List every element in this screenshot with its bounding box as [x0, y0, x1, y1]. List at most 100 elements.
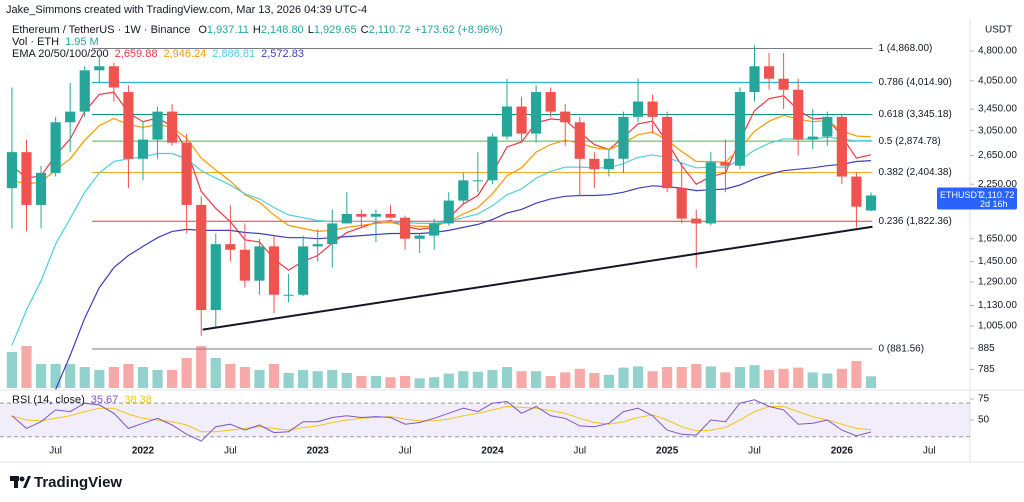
- volume-bar: [574, 368, 585, 388]
- volume-bar: [691, 364, 702, 388]
- volume-bar: [545, 376, 556, 388]
- candle-body: [79, 70, 90, 112]
- ema-line: [55, 160, 872, 390]
- candle-body: [603, 158, 615, 170]
- volume-bar: [822, 373, 833, 388]
- candle-body: [108, 66, 119, 88]
- volume-bar: [268, 364, 280, 388]
- volume-bar: [647, 371, 658, 388]
- volume-bar: [254, 370, 265, 388]
- rsi-ma-line: [11, 405, 872, 433]
- volume-bar: [618, 367, 629, 388]
- candle-body: [370, 213, 382, 217]
- ohlc-value: 1,929.65: [314, 24, 357, 36]
- volume-bar: [210, 358, 221, 388]
- ohlc-key: O: [198, 24, 207, 36]
- volume-bar: [749, 365, 760, 388]
- y-tick-label: 4,050.00: [978, 75, 1017, 86]
- price-tag-price: 2,110.72: [980, 190, 1014, 200]
- candle-body: [487, 136, 498, 181]
- candle-body: [399, 217, 411, 239]
- volume-bar: [836, 368, 847, 388]
- volume-bar: [65, 364, 76, 388]
- volume-bar: [734, 367, 746, 388]
- x-tick-label: Jul: [748, 446, 761, 457]
- ohlc-value: 2,148.80: [261, 24, 304, 36]
- y-tick-label: 1,130.00: [978, 300, 1017, 311]
- volume-bar: [399, 376, 411, 388]
- candle-body: [647, 101, 658, 117]
- x-tick-label: 2026: [831, 446, 854, 457]
- candle-body: [94, 66, 105, 71]
- candle-body: [545, 92, 556, 112]
- ema-value: 2,659.88: [115, 48, 158, 60]
- x-tick-label: Jul: [399, 446, 412, 457]
- y-tick-label: 2,250.00: [978, 179, 1017, 190]
- x-tick-label: Jul: [573, 446, 586, 457]
- ohlc-key: C: [361, 24, 369, 36]
- candle-body: [676, 188, 687, 219]
- x-tick-label: 2024: [481, 446, 504, 457]
- volume-bar: [793, 367, 804, 388]
- candle-body: [283, 294, 294, 296]
- candle-body: [385, 213, 396, 218]
- candle-body: [152, 111, 163, 140]
- volume-bar: [414, 378, 425, 388]
- y-tick-label: 4,800.00: [978, 46, 1017, 57]
- candle-body: [50, 122, 61, 173]
- candle-body: [851, 176, 862, 207]
- volume-bar: [560, 372, 571, 388]
- volume-bar: [298, 370, 309, 388]
- candle-body: [778, 78, 789, 90]
- candle-body: [836, 116, 847, 177]
- candle-body: [429, 223, 440, 236]
- rsi-label: RSI (14, close): [12, 394, 85, 406]
- rsi-line: [11, 399, 872, 442]
- candle-body: [472, 180, 483, 182]
- candle-body: [822, 116, 833, 137]
- volume-bar: [472, 371, 483, 388]
- candle-body: [6, 152, 18, 189]
- candle-body: [443, 200, 454, 224]
- candle-body: [123, 92, 134, 159]
- price-tag-box: [937, 187, 1017, 210]
- volume-bar: [531, 371, 542, 388]
- logo-text: TradingView: [34, 474, 122, 491]
- volume-bar: [705, 366, 716, 388]
- candle-body: [298, 246, 309, 295]
- y-tick-label: 1,450.00: [978, 256, 1017, 267]
- volume-bar: [429, 377, 440, 388]
- candle-body: [414, 235, 425, 239]
- volume-bar: [851, 361, 862, 388]
- candle-body: [225, 244, 236, 250]
- candle-body: [662, 116, 673, 189]
- candle-body: [137, 139, 149, 159]
- candle-body: [865, 195, 877, 211]
- currency: USDT: [985, 25, 1012, 36]
- rsi-tick-label: 75: [978, 394, 990, 405]
- candle-body: [21, 152, 32, 205]
- candle-body: [239, 249, 250, 281]
- volume-bar: [196, 346, 207, 388]
- volume-bar: [283, 373, 294, 388]
- volume-bar: [603, 374, 615, 388]
- x-tick-label: 2022: [132, 446, 155, 457]
- y-tick-label: 1,005.00: [978, 321, 1017, 332]
- volume-bar: [487, 370, 498, 388]
- volume-bar: [94, 370, 105, 388]
- volume-bar: [50, 364, 61, 388]
- volume-bar: [516, 371, 527, 388]
- volume-label: Vol · ETH: [12, 36, 59, 48]
- fib-label: 0.382 (2,404.38): [878, 167, 951, 178]
- volume-bar: [123, 364, 134, 388]
- volume-bar: [167, 370, 178, 388]
- volume-bar: [778, 368, 789, 388]
- price-tag-symbol: ETHUSDT: [940, 190, 983, 200]
- ohlc-value: 2,110.72: [369, 24, 411, 36]
- ema-line: [11, 136, 872, 346]
- ema-value: 2,572.83: [261, 48, 304, 60]
- candle-body: [458, 180, 469, 201]
- rsi-tick-label: 50: [978, 415, 990, 426]
- symbol: Ethereum / TetherUS · 1W · Binance: [12, 24, 190, 36]
- volume-bar: [385, 377, 396, 388]
